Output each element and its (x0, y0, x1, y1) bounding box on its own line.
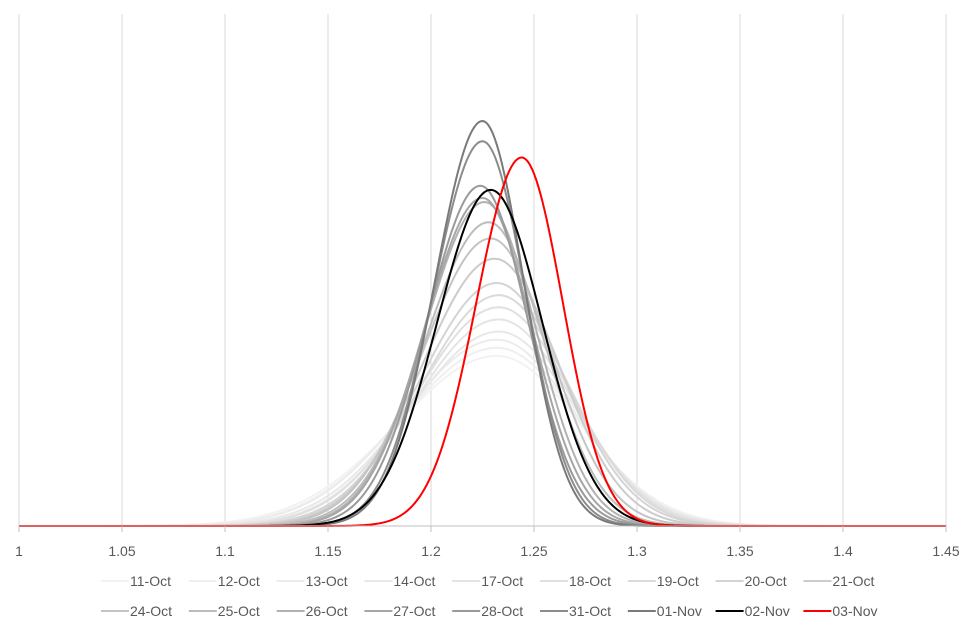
series-line-18-Oct (19, 306, 946, 527)
legend-label: 02-Nov (745, 603, 790, 619)
legend-item: 13-Oct (276, 573, 348, 589)
series-line-19-Oct (19, 294, 946, 527)
legend-item: 02-Nov (715, 603, 790, 619)
x-tick-label: 1.3 (627, 543, 647, 559)
x-tick-label: 1.15 (314, 543, 341, 559)
legend: 11-Oct 12-Oct 13-Oct 14-Oct 17-Oct 18-Oct 19-O… (101, 573, 878, 619)
legend-label: 26-Oct (306, 603, 348, 619)
legend-label: 12-Oct (218, 573, 260, 589)
legend-label: 27-Oct (393, 603, 435, 619)
legend-label: 01-Nov (657, 603, 702, 619)
legend-item: 17-Oct (452, 573, 523, 589)
series-line-11-Oct (19, 354, 946, 527)
legend-label: 03-Nov (832, 603, 877, 619)
legend-item: 31-Oct (540, 603, 611, 619)
legend-item: 26-Oct (276, 603, 348, 619)
x-tick-labels: 1 1.05 1.1 1.15 1.2 1.25 1.3 1.35 1.4 1.45 (15, 526, 960, 559)
legend-item: 14-Oct (364, 573, 436, 589)
x-tick-label: 1.4 (833, 543, 853, 559)
legend-label: 28-Oct (481, 603, 523, 619)
legend-label: 18-Oct (569, 573, 611, 589)
series-line-13-Oct (19, 338, 946, 527)
x-tick-label: 1 (15, 543, 23, 559)
legend-label: 14-Oct (393, 573, 435, 589)
grid (18, 14, 947, 526)
legend-label: 31-Oct (569, 603, 611, 619)
series-line-27-Oct (19, 196, 946, 527)
legend-item: 11-Oct (101, 573, 171, 589)
legend-item: 27-Oct (364, 603, 436, 619)
legend-item: 25-Oct (188, 603, 260, 619)
legend-item: 12-Oct (188, 573, 260, 589)
legend-label: 17-Oct (481, 573, 523, 589)
x-tick-label: 1.25 (520, 543, 547, 559)
series-line-26-Oct (19, 201, 946, 527)
series-line-31-Oct (19, 140, 946, 527)
series-line-14-Oct (19, 330, 946, 527)
series-lines (19, 120, 946, 527)
x-tick-label: 1.35 (726, 543, 753, 559)
x-tick-label: 1.05 (108, 543, 135, 559)
legend-label: 25-Oct (218, 603, 260, 619)
legend-label: 11-Oct (130, 573, 171, 589)
x-tick-label: 1.2 (421, 543, 441, 559)
legend-item: 18-Oct (540, 573, 611, 589)
legend-item: 03-Nov (803, 603, 878, 619)
series-line-28-Oct (19, 184, 946, 527)
legend-item: 21-Oct (803, 573, 875, 589)
x-tick-label: 1.1 (215, 543, 235, 559)
legend-label: 19-Oct (657, 573, 699, 589)
legend-item: 01-Nov (627, 603, 702, 619)
legend-label: 13-Oct (306, 573, 348, 589)
legend-item: 19-Oct (627, 573, 699, 589)
legend-item: 20-Oct (715, 573, 787, 589)
x-tick-label: 1.45 (932, 543, 959, 559)
legend-label: 24-Oct (130, 603, 172, 619)
series-line-24-Oct (19, 237, 946, 527)
legend-label: 20-Oct (745, 573, 787, 589)
series-line-20-Oct (19, 282, 946, 527)
legend-item: 28-Oct (452, 603, 523, 619)
series-line-12-Oct (19, 346, 946, 527)
legend-item: 24-Oct (101, 603, 172, 619)
series-line-21-Oct (19, 257, 946, 527)
legend-label: 21-Oct (832, 573, 874, 589)
